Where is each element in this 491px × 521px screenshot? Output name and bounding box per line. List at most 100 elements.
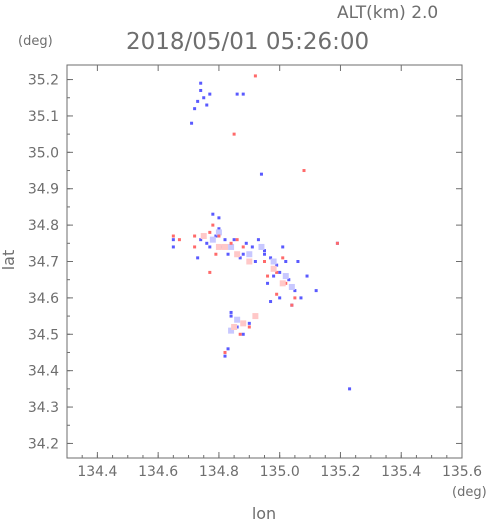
data-point: [208, 92, 212, 96]
data-point: [235, 325, 239, 329]
data-point: [232, 132, 236, 136]
data-point: [193, 234, 197, 238]
data-point: [226, 347, 230, 351]
data-point: [241, 252, 245, 256]
data-point: [288, 283, 295, 290]
data-point: [263, 249, 266, 253]
data-point: [215, 243, 222, 250]
data-point: [211, 223, 215, 227]
data-point: [229, 314, 233, 318]
data-point: [246, 258, 253, 265]
data-point: [246, 251, 253, 258]
data-point: [196, 99, 200, 103]
x-unit-label: (deg): [452, 485, 487, 500]
data-point: [220, 245, 224, 249]
data-point: [296, 260, 300, 263]
data-point: [171, 238, 175, 242]
data-point: [263, 260, 266, 263]
y-axis-label: lat: [0, 250, 18, 271]
data-point: [235, 92, 239, 96]
data-point: [209, 236, 216, 243]
data-point: [228, 327, 235, 334]
data-point: [314, 289, 318, 293]
data-point: [214, 234, 218, 238]
data-point: [299, 296, 303, 300]
data-point: [196, 256, 200, 260]
y-tick-label: 34.3: [28, 400, 59, 416]
data-point: [253, 260, 257, 263]
data-point: [266, 274, 270, 278]
data-point: [190, 121, 194, 125]
x-tick-label: 135.2: [320, 464, 360, 480]
data-point: [214, 252, 218, 256]
chart-title: 2018/05/01 05:26:00: [126, 29, 369, 55]
data-point: [278, 296, 282, 300]
data-point: [223, 238, 227, 242]
y-tick-label: 34.8: [28, 218, 59, 234]
x-axis-label: lon: [252, 504, 276, 521]
data-point: [275, 270, 279, 274]
data-point: [205, 103, 209, 107]
data-point: [199, 88, 203, 92]
data-point: [202, 96, 206, 100]
data-point: [270, 258, 277, 265]
data-point: [241, 245, 245, 249]
data-point: [247, 321, 251, 325]
data-point: [229, 310, 233, 314]
data-point: [226, 252, 230, 256]
data-point: [250, 245, 254, 249]
data-point: [208, 230, 212, 234]
data-point: [241, 92, 245, 96]
data-point: [259, 172, 263, 176]
data-point: [275, 263, 279, 267]
data-point: [200, 233, 207, 240]
data-point: [238, 332, 242, 336]
y-tick-label: 34.4: [28, 364, 59, 380]
data-point: [252, 313, 259, 320]
data-point: [284, 281, 288, 285]
y-tick-label: 35.1: [28, 109, 59, 125]
data-point: [217, 234, 221, 238]
data-point: [215, 229, 222, 236]
data-point: [335, 241, 339, 245]
data-point: [266, 281, 270, 285]
data-point: [302, 169, 306, 173]
data-point: [281, 245, 285, 249]
data-point: [217, 227, 221, 231]
y-tick-label: 34.7: [28, 255, 59, 271]
data-point: [238, 256, 242, 260]
data-point: [305, 274, 309, 278]
x-tick-label: 135.6: [442, 464, 482, 480]
data-point: [247, 325, 251, 329]
y-tick-label: 34.6: [28, 291, 59, 307]
data-point: [269, 300, 273, 304]
x-tick-label: 134.8: [199, 464, 239, 480]
x-tick-label: 134.4: [77, 464, 117, 480]
data-point: [258, 243, 265, 250]
data-point: [193, 245, 197, 249]
y-tick-label: 34.5: [28, 327, 59, 343]
data-point: [199, 238, 203, 242]
data-point: [275, 292, 279, 296]
x-tick-label: 134.6: [138, 464, 178, 480]
x-tick-label: 135.0: [260, 464, 300, 480]
data-point: [253, 74, 257, 78]
data-point: [256, 238, 260, 242]
data-point: [240, 320, 247, 327]
data-point: [348, 387, 352, 391]
data-point: [211, 212, 215, 216]
data-point: [281, 256, 285, 260]
data-point: [263, 252, 266, 256]
data-point: [269, 256, 273, 260]
data-point: [205, 241, 209, 245]
data-point: [231, 324, 238, 330]
data-point: [279, 280, 286, 287]
data-point: [171, 245, 175, 249]
data-point: [234, 316, 241, 323]
data-point: [208, 270, 212, 274]
data-point: [217, 216, 221, 220]
data-point: [235, 238, 239, 242]
chart-subtitle: ALT(km) 2.0: [337, 3, 438, 23]
data-point: [229, 241, 233, 245]
